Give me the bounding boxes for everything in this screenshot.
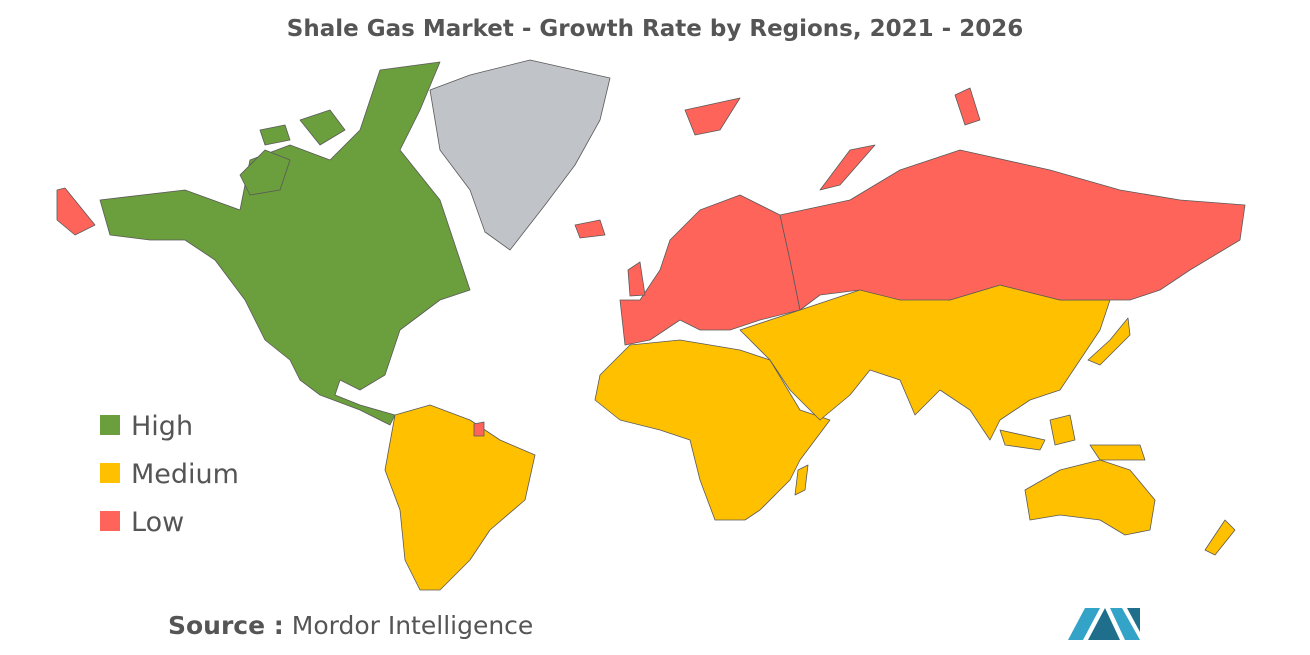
source-label: Source : <box>168 611 284 640</box>
region <box>1204 519 1236 556</box>
region <box>473 421 485 437</box>
legend-swatch <box>100 511 120 531</box>
region <box>1087 317 1131 366</box>
legend: High Medium Low <box>100 411 239 538</box>
region <box>1024 459 1156 536</box>
region <box>99 61 471 426</box>
legend-label: High <box>131 411 193 442</box>
logo <box>1068 608 1140 640</box>
region <box>574 219 606 239</box>
region <box>954 87 981 126</box>
legend-swatch <box>100 463 120 483</box>
region <box>239 149 291 196</box>
region <box>819 144 876 191</box>
region <box>594 339 831 521</box>
legend-label: Medium <box>131 459 239 490</box>
region <box>684 97 741 136</box>
region <box>779 149 1246 311</box>
source: Source : Mordor Intelligence <box>168 611 533 640</box>
region <box>259 124 291 146</box>
source-text: Mordor Intelligence <box>292 611 534 640</box>
region <box>56 187 96 236</box>
legend-label: Low <box>131 507 184 538</box>
region <box>299 109 346 146</box>
map-title: Shale Gas Market - Growth Rate by Region… <box>287 16 1023 42</box>
region <box>384 404 536 591</box>
world-map <box>56 59 1246 591</box>
region <box>627 261 646 297</box>
region-no-data <box>429 59 611 251</box>
region <box>999 414 1146 461</box>
region <box>794 464 809 496</box>
legend-swatch <box>100 415 120 435</box>
